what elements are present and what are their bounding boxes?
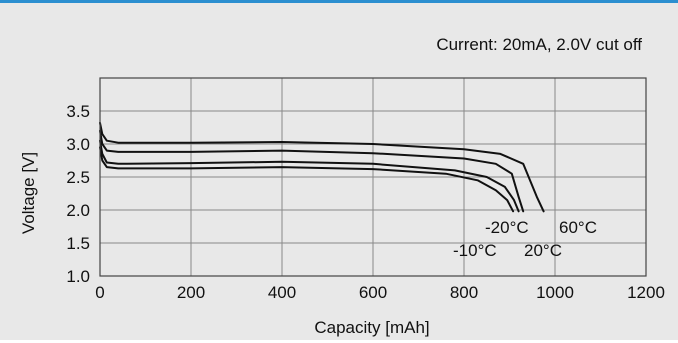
y-tick-label: 3.0 [66,135,90,154]
discharge-curves [99,121,545,213]
x-tick-label: 200 [177,283,205,302]
curve-label-minus20: -20°C [485,218,529,237]
y-tick-label: 2.5 [66,168,90,187]
y-tick-label: 2.0 [66,201,90,220]
x-tick-labels: 0 200 400 600 800 1000 1200 [95,283,665,302]
y-tick-label: 3.5 [66,102,90,121]
series-line-20 [99,129,525,213]
x-tick-label: 600 [359,283,387,302]
y-tick-label: 1.0 [66,267,90,286]
x-tick-label: 800 [450,283,478,302]
chart-svg: 0 200 400 600 800 1000 1200 1.0 1.5 2.0 2.5 3.0 3.5… [19,35,665,337]
plot-border [99,77,647,277]
current-annotation: Current: 20mA, 2.0V cut off [436,35,642,54]
curve-label-minus10: -10°C [453,241,497,260]
y-tick-labels: 1.0 1.5 2.0 2.5 3.0 3.5 [66,102,90,286]
y-tick-label: 1.5 [66,234,90,253]
x-tick-label: 0 [95,283,104,302]
curve-label-60: 60°C [559,218,597,237]
x-tick-label: 1000 [536,283,574,302]
x-tick-label: 1200 [627,283,665,302]
y-axis-label: Voltage [V] [19,152,38,234]
series-line-60 [99,121,545,213]
x-tick-label: 400 [268,283,296,302]
series-line-minus20 [99,139,520,213]
x-axis-label: Capacity [mAh] [314,318,429,337]
curve-label-20: 20°C [524,241,562,260]
grid [99,77,647,277]
series-line-minus10 [99,146,515,213]
